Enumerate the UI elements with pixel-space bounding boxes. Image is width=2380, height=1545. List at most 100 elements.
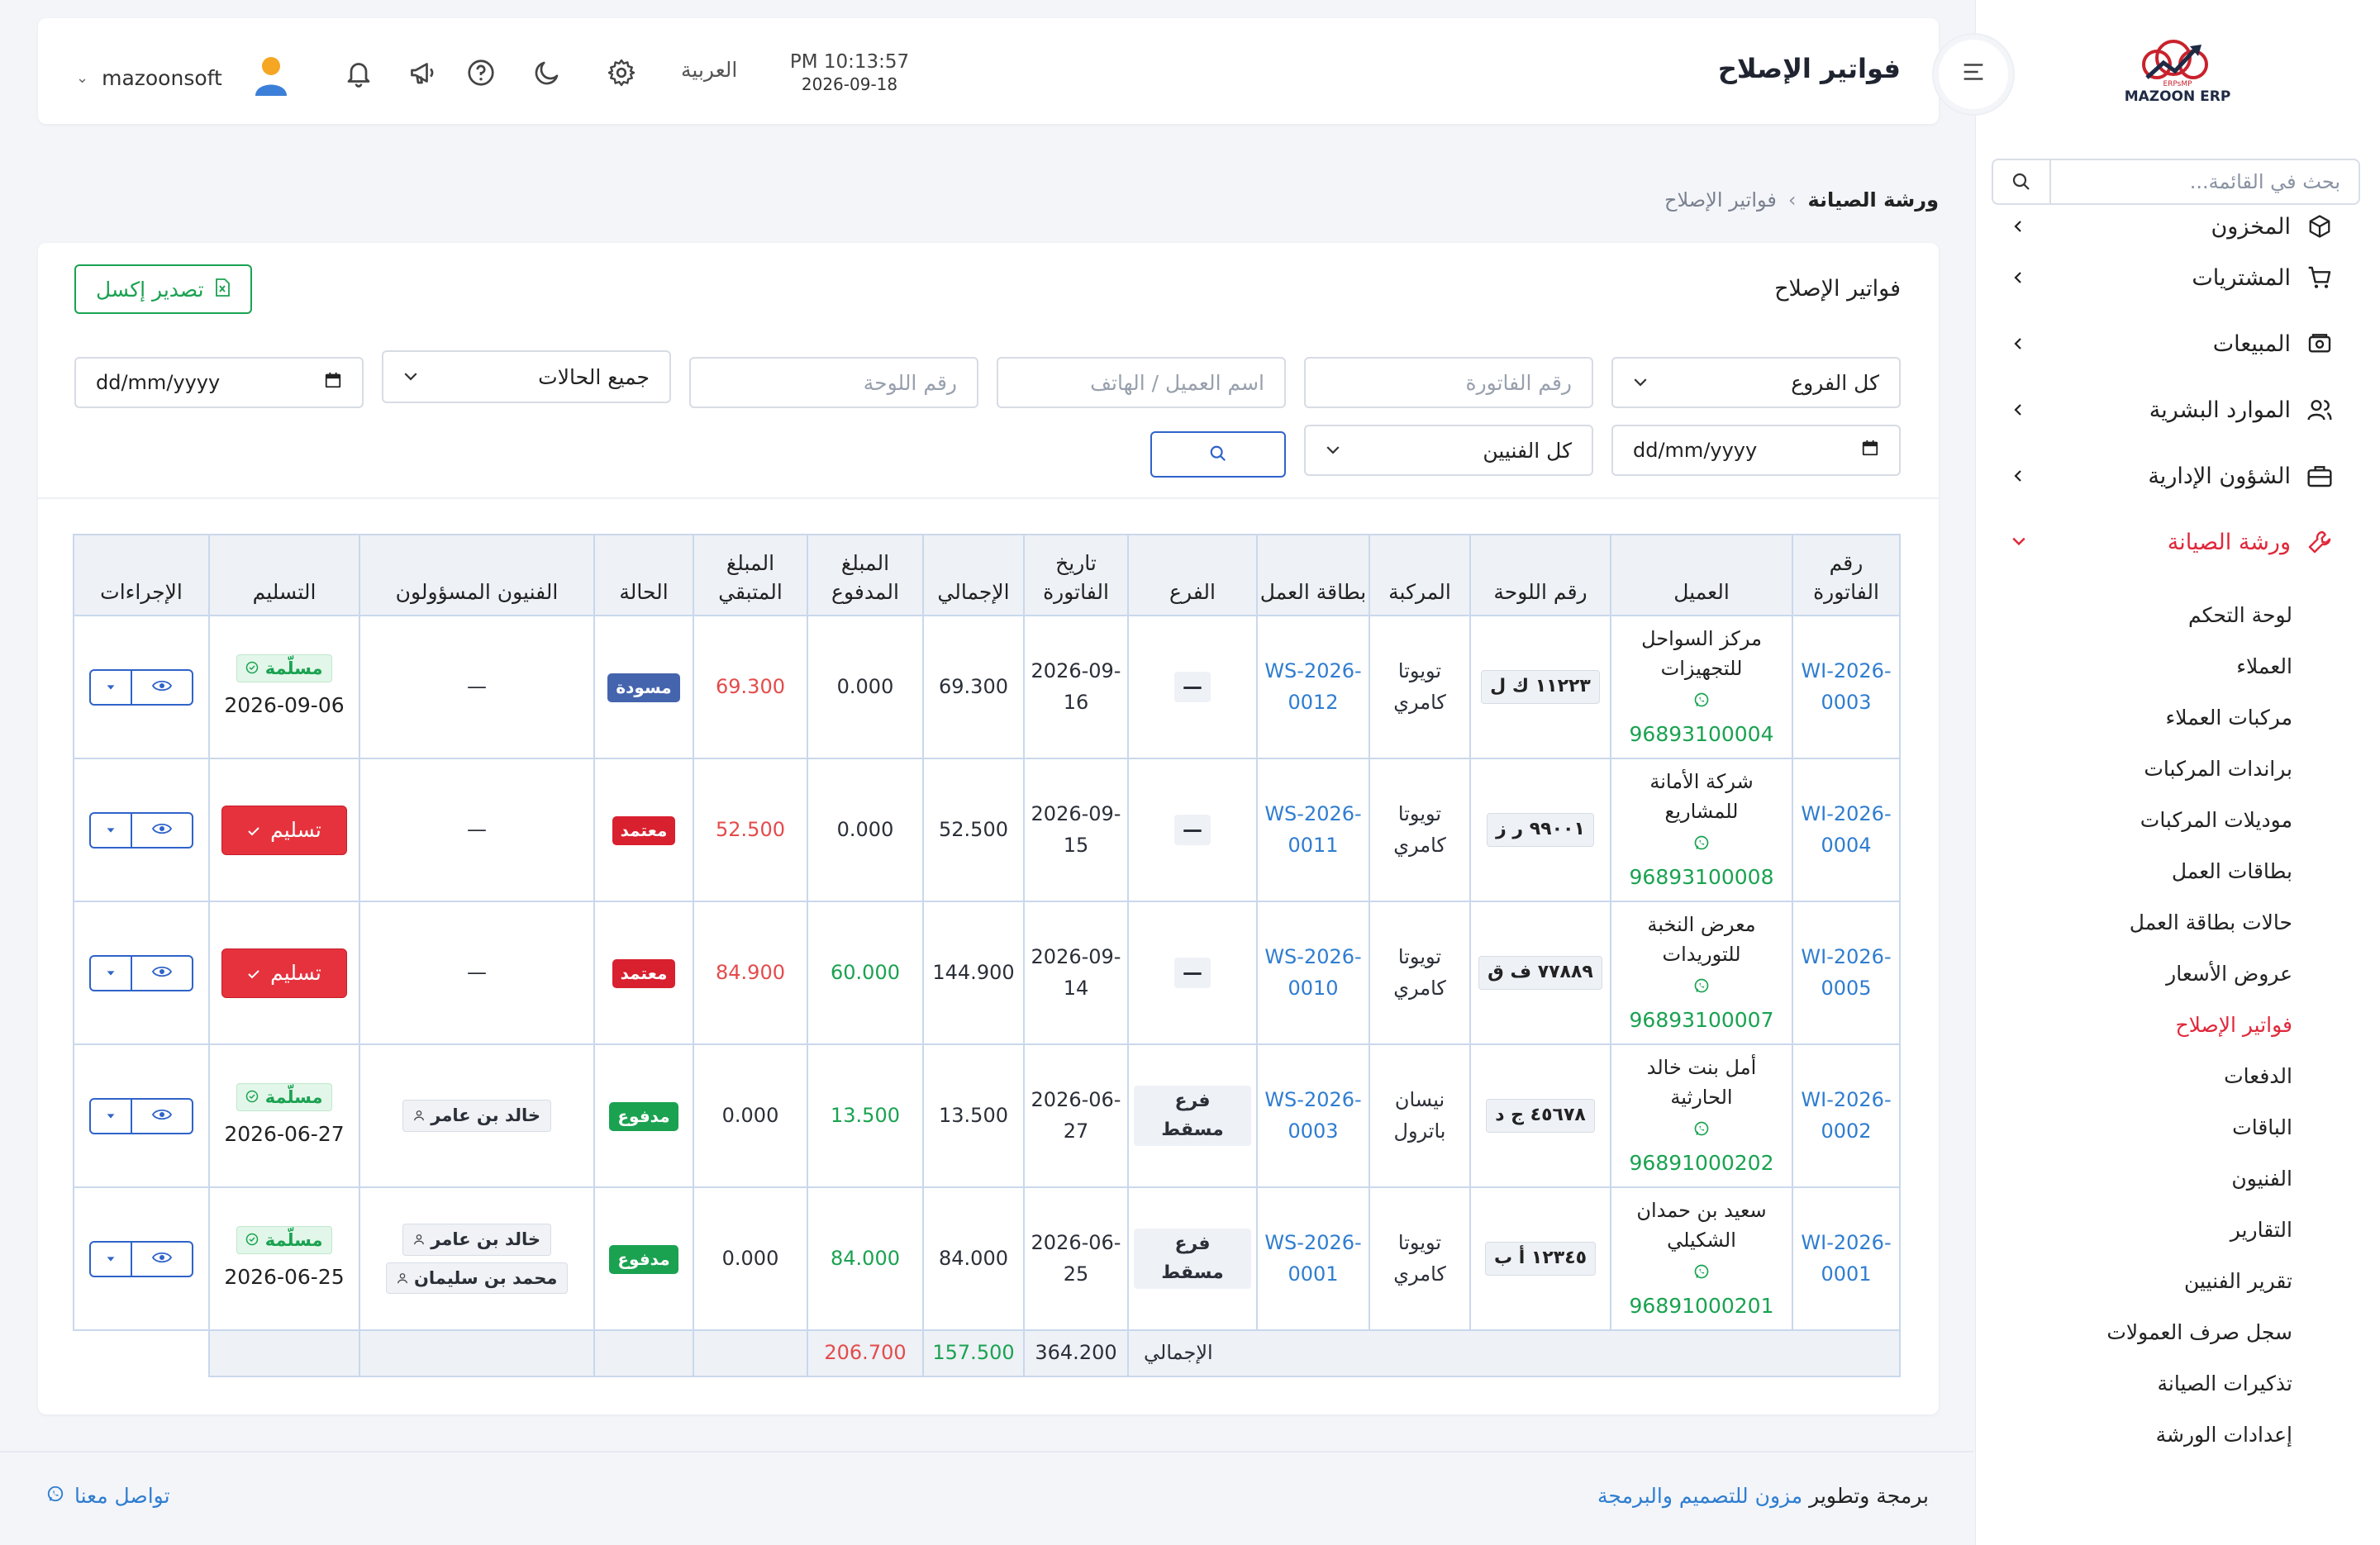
search-icon[interactable]: [1993, 160, 2051, 203]
export-excel-button[interactable]: تصدير إكسل: [74, 264, 252, 314]
footer-brand-link[interactable]: مزون للتصميم والبرمجة: [1597, 1484, 1803, 1508]
gear-icon[interactable]: [605, 56, 638, 89]
client-phone-link[interactable]: 96893100008: [1629, 864, 1774, 889]
sub-item-clients[interactable]: العملاء: [2236, 654, 2292, 678]
menu-search-input[interactable]: [2051, 160, 2359, 203]
job-card-link[interactable]: WS-2026-0010: [1264, 945, 1362, 1000]
date-from-input[interactable]: dd/mm/yyyy: [74, 357, 364, 408]
whatsapp-icon[interactable]: [1616, 687, 1787, 717]
client-phone-link[interactable]: 96893100004: [1629, 721, 1774, 746]
search-button[interactable]: [1150, 431, 1286, 478]
sub-item-workshop-settings[interactable]: إعدادات الورشة: [2155, 1422, 2292, 1447]
whatsapp-icon[interactable]: [1616, 1258, 1787, 1289]
sub-item-packages[interactable]: الباقات: [2232, 1115, 2292, 1139]
client-phone-link[interactable]: 96891000201: [1629, 1293, 1774, 1318]
sub-item-job-card-statuses[interactable]: حالات بطاقة العمل: [2129, 910, 2292, 934]
menu-toggle-button[interactable]: [1934, 35, 2013, 114]
sidebar-item-workshop[interactable]: ورشة الصيانة: [1975, 509, 2380, 575]
actions-dropdown-button[interactable]: [91, 956, 132, 990]
sub-item-technicians-report[interactable]: تقرير الفنيين: [2184, 1268, 2292, 1293]
workshop-submenu: لوحة التحكم العملاء مركبات العملاء براند…: [1975, 589, 2380, 1460]
col-job-card[interactable]: بطاقة العمل: [1256, 534, 1370, 616]
col-total[interactable]: الإجمالي: [922, 534, 1025, 616]
sub-item-vehicle-models[interactable]: موديلات المركبات: [2140, 807, 2292, 832]
sub-item-commission-log[interactable]: سجل صرف العمولات: [2106, 1319, 2292, 1344]
col-technicians[interactable]: الفنيون المسؤولون: [359, 534, 595, 616]
date-to-input[interactable]: dd/mm/yyyy: [1611, 425, 1901, 476]
col-delivery[interactable]: التسليم: [208, 534, 360, 616]
check-icon: [247, 818, 260, 842]
whatsapp-icon[interactable]: [1616, 972, 1787, 1003]
bell-icon[interactable]: [342, 56, 375, 89]
sidebar-item-admin[interactable]: الشؤون الإدارية: [1975, 443, 2380, 509]
col-remaining[interactable]: المبلغ المتبقي: [693, 534, 808, 616]
view-button[interactable]: [132, 957, 192, 990]
megaphone-icon[interactable]: [407, 56, 440, 89]
job-card-link[interactable]: WS-2026-0012: [1264, 659, 1362, 714]
actions-dropdown-button[interactable]: [91, 1242, 132, 1276]
client-phone-link[interactable]: 96893100007: [1629, 1007, 1774, 1032]
sub-item-reports[interactable]: التقارير: [2230, 1217, 2292, 1242]
sidebar-item-inventory[interactable]: المخزون: [1975, 208, 2380, 245]
sub-item-job-cards[interactable]: بطاقات العمل: [2171, 858, 2292, 883]
whatsapp-icon[interactable]: [1616, 1115, 1787, 1146]
sub-item-technicians[interactable]: الفنيون: [2231, 1166, 2292, 1191]
job-card-link[interactable]: WS-2026-0003: [1264, 1088, 1362, 1143]
sidebar-item-purchases[interactable]: المشتريات: [1975, 245, 2380, 311]
actions-dropdown-button[interactable]: [91, 813, 132, 847]
search-icon: [1209, 444, 1227, 465]
branch-badge: فرع مسقط: [1134, 1086, 1251, 1146]
technicians-select[interactable]: كل الفنيين: [1304, 425, 1593, 476]
status-select[interactable]: جميع الحالات: [382, 350, 671, 403]
invoice-link[interactable]: WI-2026-0001: [1801, 1231, 1892, 1286]
invoice-link[interactable]: WI-2026-0002: [1801, 1088, 1892, 1143]
sub-item-maintenance-reminders[interactable]: تذكيرات الصيانة: [2157, 1371, 2292, 1395]
view-button[interactable]: [132, 814, 192, 847]
language-switch[interactable]: العربية: [681, 58, 738, 82]
deliver-button[interactable]: تسليم: [221, 948, 347, 998]
col-client[interactable]: العميل: [1610, 534, 1793, 616]
client-phone-input[interactable]: اسم العميل / الهاتف: [997, 357, 1286, 408]
moon-icon[interactable]: [531, 56, 564, 89]
view-button[interactable]: [132, 1243, 192, 1276]
sidebar-item-hr[interactable]: الموارد البشرية: [1975, 377, 2380, 443]
col-branch[interactable]: الفرع: [1127, 534, 1258, 616]
breadcrumb-workshop[interactable]: ورشة الصيانة: [1807, 188, 1939, 212]
whatsapp-icon[interactable]: [1616, 830, 1787, 860]
invoice-link[interactable]: WI-2026-0005: [1801, 945, 1892, 1000]
col-vehicle[interactable]: المركبة: [1368, 534, 1471, 616]
col-plate[interactable]: رقم اللوحة: [1469, 534, 1611, 616]
technician-chip: خالد بن عامر: [402, 1223, 552, 1256]
deliver-button[interactable]: تسليم: [221, 805, 347, 855]
sub-item-repair-invoices[interactable]: فواتير الإصلاح: [2175, 1012, 2292, 1037]
actions-dropdown-button[interactable]: [91, 670, 132, 704]
user-menu[interactable]: ⌄ mazoonsoft: [76, 55, 290, 102]
branch-select[interactable]: كل الفروع: [1611, 357, 1901, 408]
col-invoice[interactable]: رقم الفاتورة: [1792, 534, 1901, 616]
invoice-link[interactable]: WI-2026-0003: [1801, 659, 1892, 714]
invoice-number-input[interactable]: رقم الفاتورة: [1304, 357, 1593, 408]
view-button[interactable]: [132, 671, 192, 704]
sub-item-payments[interactable]: الدفعات: [2224, 1063, 2292, 1088]
help-icon[interactable]: [464, 56, 497, 89]
sub-item-vehicle-brands[interactable]: براندات المركبات: [2144, 756, 2292, 781]
col-date[interactable]: تاريخ الفاتورة: [1023, 534, 1129, 616]
sub-item-quotations[interactable]: عروض الأسعار: [2166, 961, 2292, 986]
col-status[interactable]: الحالة: [593, 534, 694, 616]
calendar-icon[interactable]: [1861, 439, 1879, 462]
job-card-link[interactable]: WS-2026-0001: [1264, 1231, 1362, 1286]
sub-item-dashboard[interactable]: لوحة التحكم: [2187, 602, 2292, 627]
sub-item-client-vehicles[interactable]: مركبات العملاء: [2165, 705, 2292, 730]
actions-dropdown-button[interactable]: [91, 1099, 132, 1133]
invoice-link[interactable]: WI-2026-0004: [1801, 802, 1892, 857]
contact-link[interactable]: تواصل معنا: [46, 1484, 170, 1508]
mazoon-logo[interactable]: ERPsMP MAZOON ERP: [2124, 36, 2231, 111]
sidebar-item-sales[interactable]: المبيعات: [1975, 311, 2380, 377]
job-card-link[interactable]: WS-2026-0011: [1264, 802, 1362, 857]
view-button[interactable]: [132, 1100, 192, 1133]
plate-number-input[interactable]: رقم اللوحة: [689, 357, 978, 408]
date-cell: 2026-06-27: [1023, 1043, 1129, 1188]
client-phone-link[interactable]: 96891000202: [1629, 1150, 1774, 1175]
col-paid[interactable]: المبلغ المدفوع: [807, 534, 924, 616]
calendar-icon[interactable]: [324, 371, 342, 394]
